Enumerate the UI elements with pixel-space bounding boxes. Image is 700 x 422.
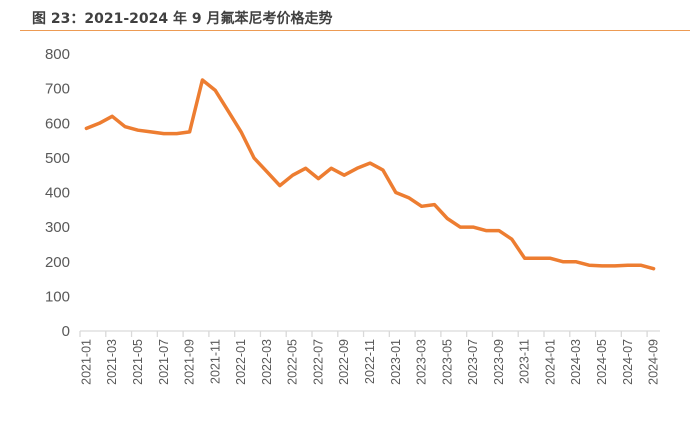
x-tick-label: 2021-07 xyxy=(157,339,171,385)
y-tick-label: 200 xyxy=(45,254,70,271)
x-tick-label: 2021-01 xyxy=(79,339,93,385)
x-tick-label: 2023-11 xyxy=(518,339,532,384)
x-tick-label: 2022-09 xyxy=(337,339,351,385)
y-tick-label: 700 xyxy=(45,81,70,98)
x-tick-label: 2021-03 xyxy=(105,339,119,385)
price-series-line xyxy=(84,78,656,271)
x-tick-label: 2022-01 xyxy=(234,339,248,385)
y-tick-label: 300 xyxy=(45,219,70,236)
title-divider xyxy=(20,30,690,31)
x-tick-label: 2024-01 xyxy=(543,339,557,385)
y-tick-label: 600 xyxy=(45,115,70,132)
x-tick-label: 2024-09 xyxy=(647,339,661,385)
x-tick-label: 2024-03 xyxy=(569,339,583,385)
y-tick-label: 800 xyxy=(45,46,70,63)
x-tick-label: 2024-05 xyxy=(595,339,609,385)
x-tick-label: 2021-05 xyxy=(131,339,145,385)
x-tick-label: 2022-11 xyxy=(363,339,377,384)
x-tick-label: 2021-11 xyxy=(208,339,222,384)
x-tick-label: 2023-01 xyxy=(389,339,403,385)
y-tick-label: 100 xyxy=(45,288,70,305)
y-tick-label: 400 xyxy=(45,185,70,202)
x-tick-label: 2024-07 xyxy=(621,339,635,385)
x-tick-label: 2022-05 xyxy=(286,339,300,385)
figure-title: 图 23：2021-2024 年 9 月氟苯尼考价格走势 xyxy=(32,11,333,27)
x-tick-label: 2023-07 xyxy=(466,339,480,385)
x-tick-label: 2023-09 xyxy=(492,339,506,385)
x-tick-label: 2022-07 xyxy=(311,339,325,385)
x-tick-label: 2021-09 xyxy=(183,339,197,385)
x-tick-label: 2022-03 xyxy=(260,339,274,385)
x-tick-label: 2023-05 xyxy=(440,339,454,385)
y-tick-label: 500 xyxy=(45,150,70,167)
y-tick-label: 0 xyxy=(62,323,70,340)
x-tick-label: 2023-03 xyxy=(415,339,429,385)
